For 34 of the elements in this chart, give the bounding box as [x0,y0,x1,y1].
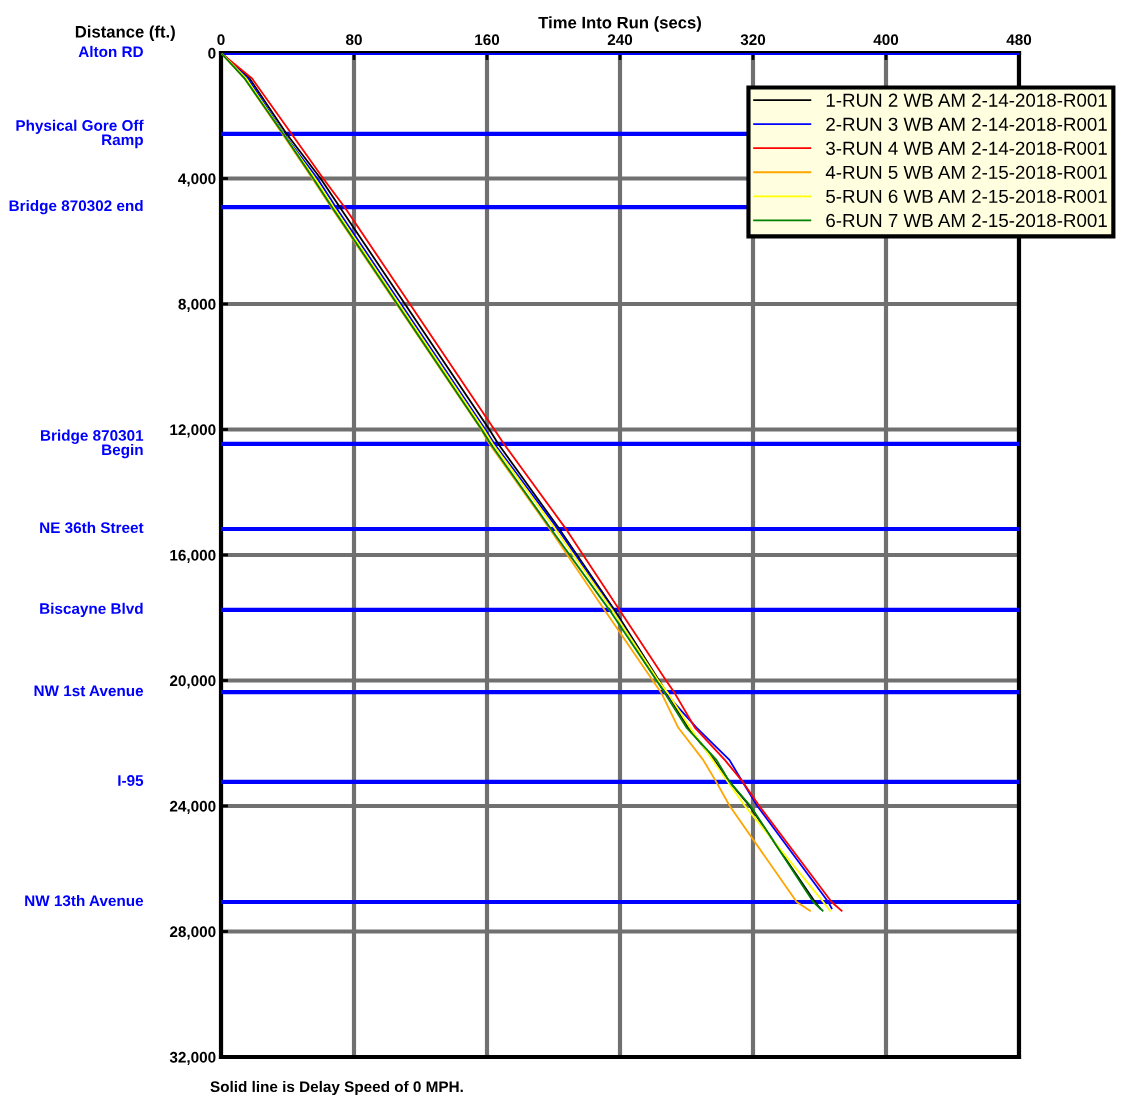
x-tick-label: 400 [873,34,899,46]
y-tick-label: 8,000 [178,298,216,312]
y-tick-label: 4,000 [178,173,216,187]
x-tick-label: 240 [607,34,633,46]
legend-label: 2-RUN 3 WB AM 2-14-2018-R001 [826,117,1107,131]
x-axis-title: Time Into Run (secs) [538,16,701,32]
legend-label: 5-RUN 6 WB AM 2-15-2018-R001 [826,189,1107,204]
ref-line-label: NE 36th Street [40,521,144,534]
text: Solid line is Delay Speed of 0 MPH. [210,1080,463,1096]
x-tick-label: 320 [740,34,766,46]
x-tick-label: 80 [345,34,362,46]
x-tick-label: 0 [217,34,225,46]
ref-line-label: Bridge 870301 Begin [41,429,144,459]
ref-line-label: I-95 [118,775,144,786]
y-tick-label: 28,000 [169,926,216,940]
y-tick-label: 20,000 [169,675,216,689]
x-tick-label: 480 [1006,34,1032,46]
y-tick-label: 12,000 [170,424,216,438]
legend-label: 1-RUN 2 WB AM 2-14-2018-R001 [826,93,1107,107]
ref-line-label: Biscayne Blvd [40,602,143,618]
ref-line-label: NW 13th Avenue [25,894,144,907]
ref-line-label: Physical Gore Off Ramp [16,119,144,149]
ref-line-label: Alton RD [78,45,143,58]
y-tick-label: 32,000 [169,1051,216,1065]
ref-line-label: Bridge 870302 end [9,199,143,215]
legend-label: 6-RUN 7 WB AM 2-15-2018-R001 [826,213,1107,228]
y-tick-label: 0 [208,47,216,59]
legend-label: 3-RUN 4 WB AM 2-14-2018-R001 [826,141,1107,155]
y-tick-label: 16,000 [170,549,216,563]
y-axis-title: Distance (ft.) [75,25,175,41]
x-tick-label: 160 [475,34,500,46]
legend-label: 4-RUN 5 WB AM 2-15-2018-R001 [825,165,1107,179]
y-tick-label: 24,000 [169,800,216,814]
ref-line-label: NW 1st Avenue [34,685,144,697]
